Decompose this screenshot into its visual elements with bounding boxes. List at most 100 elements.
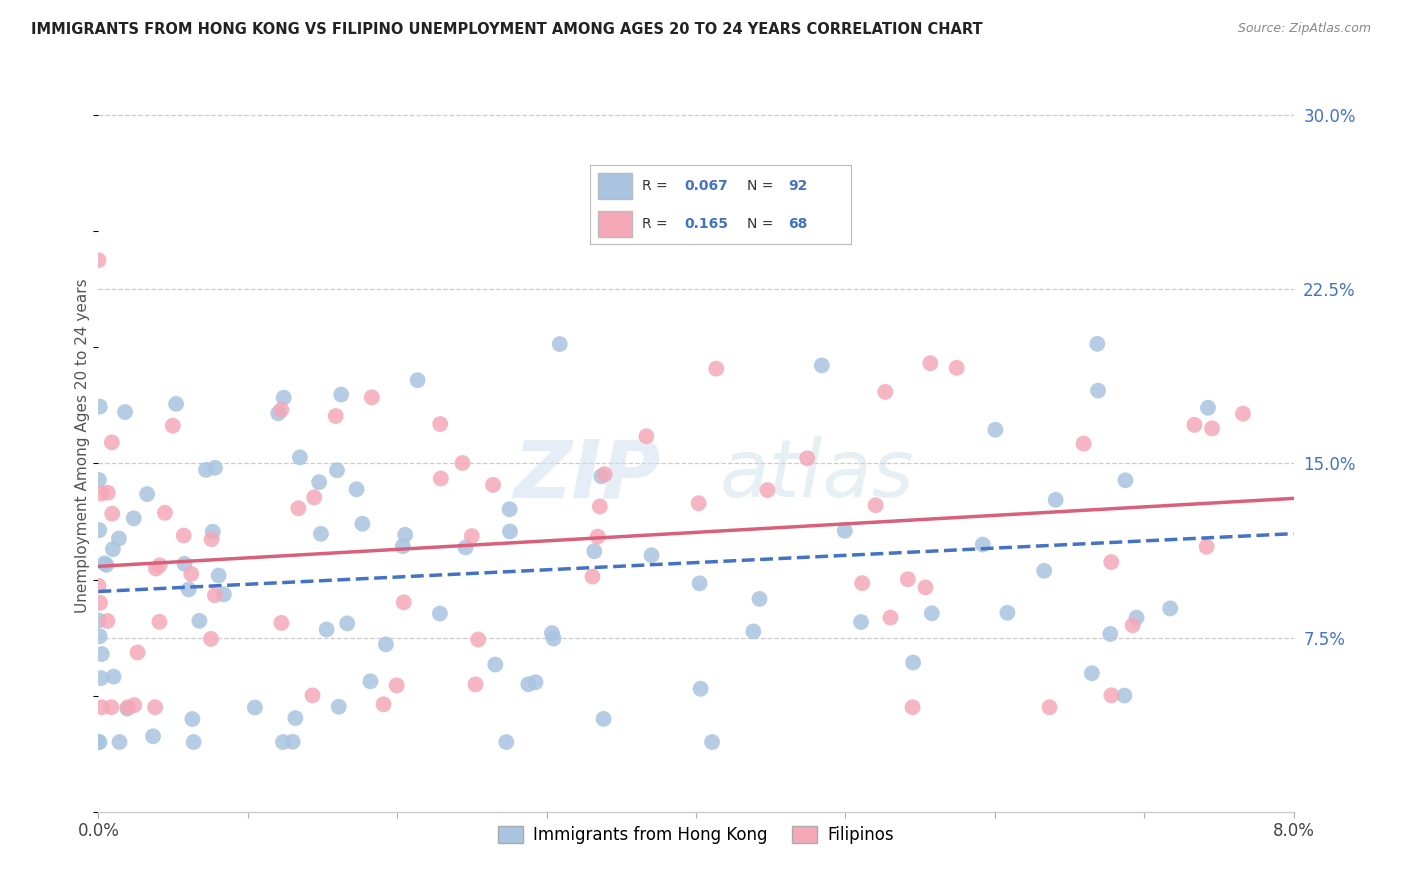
Point [689,576,711,591]
Point [90,647,112,661]
Point [464,677,486,691]
Point [89,735,111,749]
Point [484,657,506,672]
Point [581,569,603,583]
Point [103,670,125,684]
Point [325,409,347,423]
Point [430,471,453,485]
Point [756,483,779,497]
Point [1033,564,1056,578]
Point [467,632,489,647]
Point [326,463,349,477]
Point [392,595,415,609]
Point [583,544,606,558]
Point [688,496,710,510]
Point [689,681,711,696]
Point [87,253,110,268]
Point [543,632,565,646]
Point [287,501,309,516]
Point [1099,627,1122,641]
Point [90,700,112,714]
Point [374,637,396,651]
Point [482,478,505,492]
Point [180,566,202,581]
Point [700,735,723,749]
Point [921,607,943,621]
Text: R =: R = [643,217,672,231]
Point [1087,384,1109,398]
Point [162,418,184,433]
Point [195,463,218,477]
FancyBboxPatch shape [598,173,631,199]
Point [153,506,176,520]
Point [499,524,522,539]
Point [1159,601,1181,615]
Point [136,487,159,501]
Point [901,700,924,714]
Point [309,526,332,541]
Point [270,615,292,630]
Point [385,678,408,692]
Point [1197,401,1219,415]
Point [149,558,172,573]
Text: atlas: atlas [720,436,915,515]
Text: 68: 68 [789,217,808,231]
Point [589,500,612,514]
Point [359,674,381,689]
Point [165,397,187,411]
Point [1073,436,1095,450]
Point [360,390,382,404]
Point [173,557,195,571]
Point [592,712,614,726]
Point [96,558,118,572]
Point [177,582,200,597]
Point [87,735,110,749]
Point [100,435,122,450]
Point [1045,492,1067,507]
Legend: Immigrants from Hong Kong, Filipinos: Immigrants from Hong Kong, Filipinos [491,820,901,851]
Point [373,698,395,712]
Point [524,675,547,690]
Text: 0.165: 0.165 [683,217,728,231]
Point [394,527,416,541]
Point [212,587,235,601]
Point [271,735,294,749]
Point [346,483,368,497]
Point [117,700,139,714]
Point [920,356,942,370]
Point [284,711,307,725]
Point [593,467,616,482]
Point [89,400,111,414]
Point [742,624,765,639]
Point [748,591,770,606]
Point [1038,700,1060,714]
Point [640,548,662,562]
Point [865,498,887,512]
Point [984,423,1007,437]
Point [122,698,145,713]
Point [122,511,145,525]
Point [834,524,856,538]
Point [208,568,231,582]
Point [548,337,571,351]
Point [406,373,429,387]
Point [117,701,139,715]
Point [586,530,609,544]
Point [945,360,967,375]
Point [1232,407,1254,421]
Text: N =: N = [747,179,778,193]
Point [96,614,118,628]
Point [145,561,167,575]
Point [1114,473,1136,487]
Point [200,632,222,646]
Point [204,588,226,602]
Point [90,671,112,685]
Point [451,456,474,470]
Point [87,473,110,487]
Point [636,429,658,443]
Point [454,541,477,555]
Point [796,451,818,466]
Point [1099,689,1122,703]
Point [90,486,112,500]
Text: N =: N = [747,217,778,231]
